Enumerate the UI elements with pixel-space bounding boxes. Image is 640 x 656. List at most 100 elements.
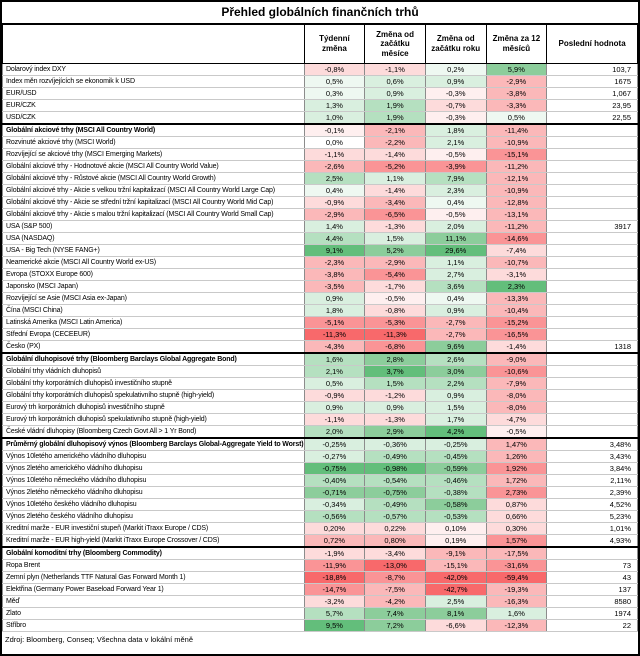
- row-label: Globální akciové trhy (MSCI All Country …: [2, 123, 305, 137]
- header-weekly-change: Týdenní změna: [303, 24, 366, 64]
- change-cell: -6,6%: [424, 619, 487, 632]
- change-cell: -4,2%: [364, 595, 426, 608]
- table-row: Výnos 2letého amerického vládního dluhop…: [2, 462, 638, 475]
- row-label: Japonsko (MSCI Japan): [2, 280, 305, 293]
- change-cell: -19,3%: [485, 583, 548, 596]
- change-cell: -9,1%: [424, 546, 487, 560]
- last-value-cell: [546, 208, 638, 221]
- row-label: České vládní dluhopisy (Bloomberg Czech …: [2, 425, 305, 439]
- change-cell: -1,4%: [364, 184, 426, 197]
- table-row: Výnos 10letého německého vládního dluhop…: [2, 474, 638, 487]
- table-row: Eurový trh korporátních dluhopisů spekul…: [2, 413, 638, 426]
- section-row: Průměrný globální dluhopisový výnos (Blo…: [2, 437, 638, 451]
- table-row: Střední Evropa (CECEEUR) -11,3% -11,3% -2,7…: [2, 328, 638, 341]
- last-value-cell: [546, 172, 638, 185]
- change-cell: 1,8%: [303, 304, 366, 317]
- row-label: Česko (PX): [2, 340, 305, 354]
- last-value-cell: 5,23%: [546, 510, 638, 523]
- change-cell: 0,9%: [303, 401, 366, 414]
- change-cell: 0,6%: [364, 75, 426, 88]
- change-cell: -1,1%: [364, 63, 426, 76]
- table-row: Stříbro 9,5% 7,2% -6,6% -12,3% 22: [2, 619, 638, 632]
- change-cell: -8,7%: [364, 571, 426, 584]
- change-cell: 0,9%: [364, 87, 426, 100]
- table-row: Globální trhy vládních dluhopisů 2,1% 3,7%…: [2, 365, 638, 378]
- header-row: Týdenní změna Změna od začátku měsíce Zm…: [2, 24, 638, 64]
- change-cell: -3,8%: [303, 268, 366, 281]
- change-cell: -2,1%: [364, 123, 426, 137]
- row-label: Zlato: [2, 607, 305, 620]
- change-cell: 0,9%: [364, 401, 426, 414]
- last-value-cell: 1675: [546, 75, 638, 88]
- change-cell: 2,0%: [424, 220, 487, 233]
- table-row: Latinská Amerika (MSCI Latin America) -5,…: [2, 316, 638, 329]
- row-label: Zemní plyn (Netherlands TTF Natural Gas …: [2, 571, 305, 584]
- change-cell: -18,8%: [303, 571, 366, 584]
- change-cell: 1,72%: [485, 474, 548, 487]
- change-cell: -2,9%: [303, 208, 366, 221]
- change-cell: -12,3%: [485, 619, 548, 632]
- change-cell: -10,6%: [485, 365, 548, 378]
- change-cell: 9,6%: [424, 340, 487, 354]
- change-cell: 0,5%: [303, 75, 366, 88]
- change-cell: 7,9%: [424, 172, 487, 185]
- change-cell: 1,4%: [303, 220, 366, 233]
- row-label: Střední Evropa (CECEEUR): [2, 328, 305, 341]
- row-label: Elektřina (Germany Power Baseload Forwar…: [2, 583, 305, 596]
- row-label: USA - Big Tech (NYSE FANG+): [2, 244, 305, 257]
- change-cell: -5,1%: [303, 316, 366, 329]
- row-label: Čína (MSCI China): [2, 304, 305, 317]
- row-label: Neamerické akcie (MSCI All Country World…: [2, 256, 305, 269]
- change-cell: -2,7%: [424, 316, 487, 329]
- change-cell: 1,6%: [303, 352, 366, 366]
- change-cell: -17,5%: [485, 546, 548, 560]
- table-row: Výnos 10letého amerického vládního dluho…: [2, 450, 638, 463]
- table-row: Globální trhy korporátních dluhopisů spe…: [2, 389, 638, 402]
- row-label: Globální dluhopisové trhy (Bloomberg Bar…: [2, 352, 305, 366]
- section-row: Globální dluhopisové trhy (Bloomberg Bar…: [2, 352, 638, 366]
- change-cell: -10,9%: [485, 184, 548, 197]
- last-value-cell: 3,43%: [546, 450, 638, 463]
- change-cell: -0,9%: [303, 196, 366, 209]
- change-cell: -10,7%: [485, 256, 548, 269]
- change-cell: 1,92%: [485, 462, 548, 475]
- change-cell: 2,3%: [424, 184, 487, 197]
- row-label: Evropa (STOXX Europe 600): [2, 268, 305, 281]
- change-cell: 1,5%: [424, 401, 487, 414]
- change-cell: -7,4%: [485, 244, 548, 257]
- row-label: Výnos 2letého českého vládního dluhopisu: [2, 510, 305, 523]
- change-cell: -13,1%: [485, 208, 548, 221]
- change-cell: 4,4%: [303, 232, 366, 245]
- last-value-cell: [546, 268, 638, 281]
- change-cell: 7,4%: [364, 607, 426, 620]
- last-value-cell: 43: [546, 571, 638, 584]
- change-cell: -5,2%: [364, 160, 426, 173]
- change-cell: 2,1%: [424, 136, 487, 149]
- row-label: USA (S&P 500): [2, 220, 305, 233]
- table-row: Výnos 2letého českého vládního dluhopisu…: [2, 510, 638, 523]
- row-label: Globální akciové trhy - Hodnotové akcie …: [2, 160, 305, 173]
- table-row: Čína (MSCI China) 1,8% -0,8% 0,9% -10,4%: [2, 304, 638, 317]
- change-cell: -1,2%: [364, 389, 426, 402]
- table-row: EUR/CZK 1,3% 1,9% -0,7% -3,3% 23,95: [2, 99, 638, 112]
- change-cell: -3,8%: [485, 87, 548, 100]
- change-cell: 2,3%: [485, 280, 548, 293]
- change-cell: 7,2%: [364, 619, 426, 632]
- change-cell: -3,2%: [303, 595, 366, 608]
- change-cell: -16,5%: [485, 328, 548, 341]
- table-row: Kreditní marže - EUR high-yield (Markit …: [2, 534, 638, 548]
- change-cell: -11,2%: [485, 220, 548, 233]
- last-value-cell: 4,52%: [546, 498, 638, 511]
- change-cell: -14,7%: [303, 583, 366, 596]
- header-ytd-change: Změna od začátku roku: [424, 24, 487, 64]
- row-label: USA (NASDAQ): [2, 232, 305, 245]
- last-value-cell: 22,55: [546, 111, 638, 125]
- last-value-cell: [546, 401, 638, 414]
- row-label: Globální akciové trhy - Růstové akcie (M…: [2, 172, 305, 185]
- change-cell: -1,4%: [364, 148, 426, 161]
- change-cell: -3,9%: [424, 160, 487, 173]
- last-value-cell: 1974: [546, 607, 638, 620]
- last-value-cell: [546, 184, 638, 197]
- row-label: Index měn rozvíjejících se ekonomik k US…: [2, 75, 305, 88]
- change-cell: 2,0%: [303, 425, 366, 439]
